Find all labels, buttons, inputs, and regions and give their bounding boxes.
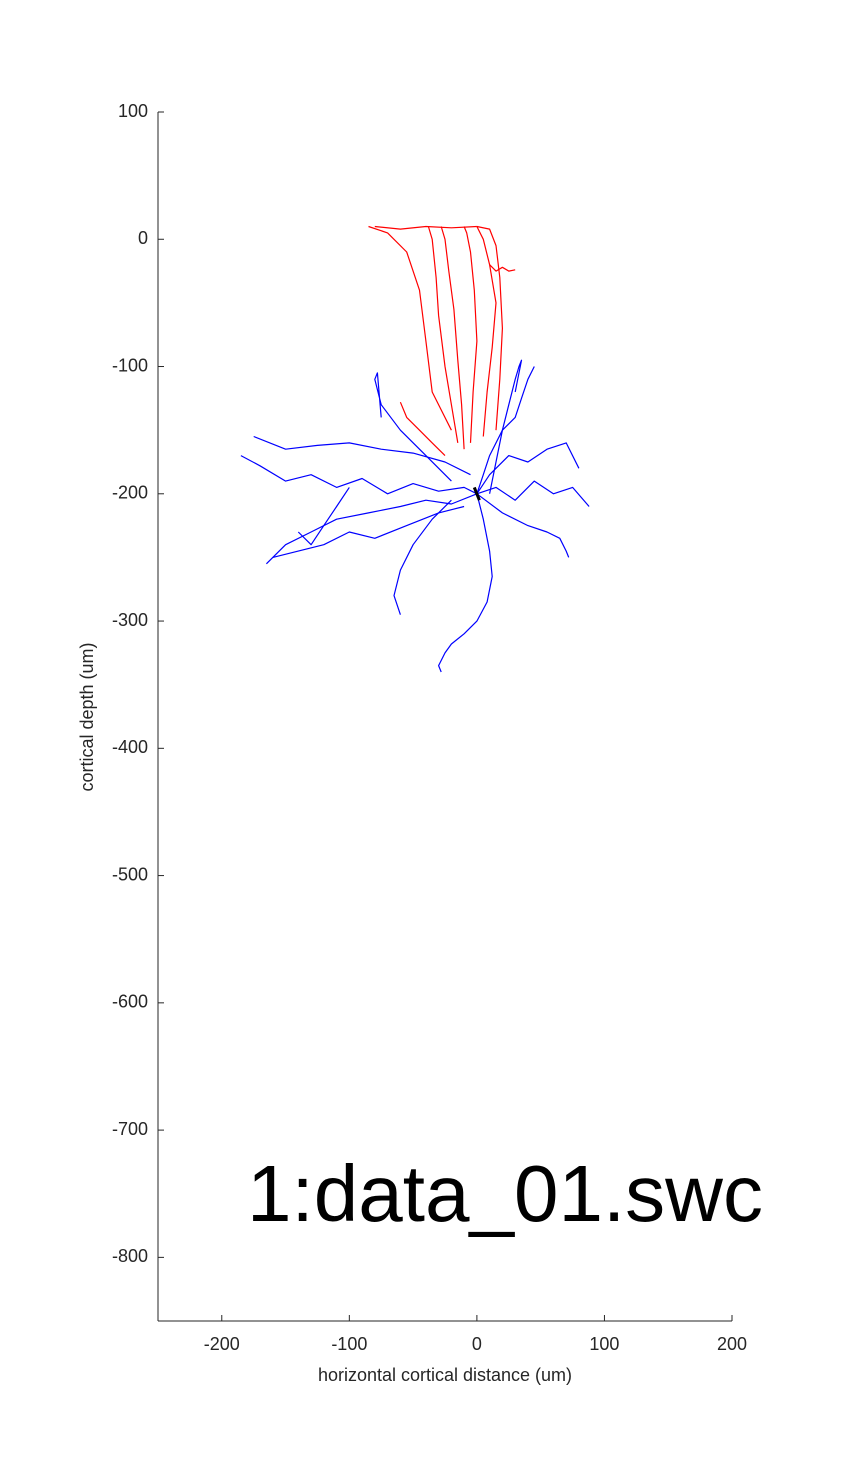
trace [476,359,523,494]
trace [374,372,452,482]
trace [440,226,465,450]
x-tick-label: -100 [331,1334,367,1354]
trace [476,493,570,558]
trace [393,499,452,615]
x-tick-label: 200 [717,1334,747,1354]
trace [265,493,478,565]
trace [438,493,493,673]
x-tick-label: 0 [472,1334,482,1354]
trace [476,226,497,437]
y-tick-label: -600 [112,992,148,1012]
trace [476,225,503,431]
y-tick-label: -200 [112,483,148,503]
trace [253,435,471,476]
trace [489,264,516,272]
y-tick-label: -400 [112,737,148,757]
y-tick-label: -100 [112,355,148,375]
y-tick-label: -800 [112,1246,148,1266]
y-tick-label: -300 [112,610,148,630]
trace [427,226,459,443]
y-tick-label: -700 [112,1119,148,1139]
trace [472,486,481,501]
x-axis-title: horizontal cortical distance (um) [318,1365,572,1385]
trace [476,480,590,507]
annotation: 1:data_01.swc [247,1149,763,1238]
y-tick-label: -500 [112,864,148,884]
trace [476,442,580,495]
trace [489,366,535,494]
trace [463,226,478,443]
y-tick-label: 100 [118,101,148,121]
trace [374,225,477,230]
x-tick-label: 100 [589,1334,619,1354]
trace [399,401,446,457]
y-tick-label: 0 [138,228,148,248]
trace [297,487,350,546]
y-axis-title: cortical depth (um) [77,642,97,791]
trace [240,455,478,495]
x-tick-label: -200 [204,1334,240,1354]
trace [272,505,465,558]
trace [368,225,452,431]
